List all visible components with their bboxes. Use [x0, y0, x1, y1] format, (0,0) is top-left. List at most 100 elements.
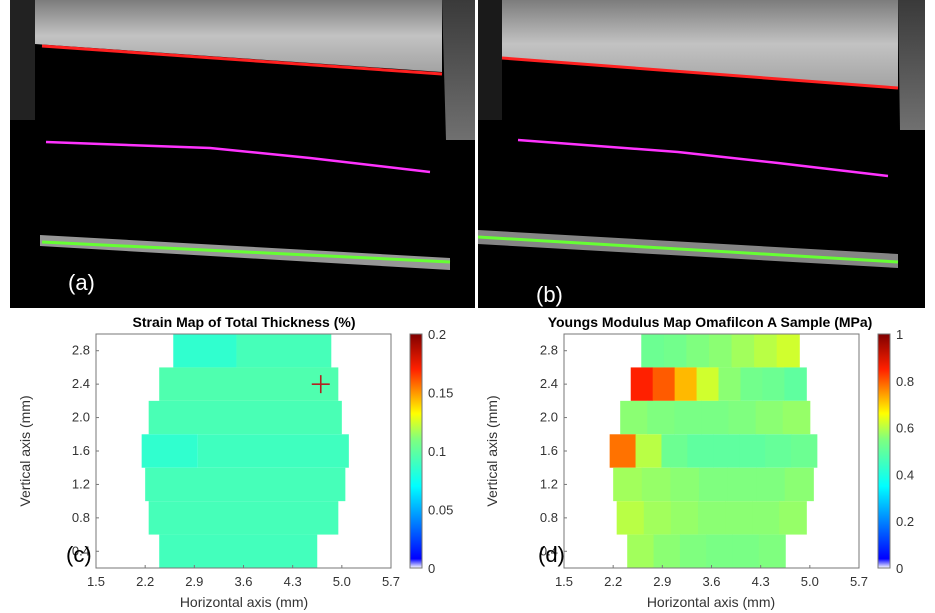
heatmap-cell-1-6-1: [653, 534, 681, 568]
heatmap-cell-1-5-4: [725, 501, 753, 535]
heatmap-cell-1-6-3: [706, 534, 734, 568]
colorbar-tick-label-0-0: 0: [428, 561, 435, 576]
strain-map-colorbar-ticks: 0 0.05 0.1 0.15 0.2: [428, 327, 453, 576]
oct-image-b: (b): [478, 0, 925, 308]
youngs-modulus-colorbar-ticks: 0 0.2 0.4 0.6 0.8 1: [896, 327, 914, 576]
heatmap-cell-1-6-2: [679, 534, 707, 568]
heatmap-cell-1-6-0: [627, 534, 655, 568]
heatmap-cell-1-2-2: [674, 400, 702, 435]
heatmap-cell-1-0-2: [686, 334, 710, 368]
y-tick-label-1-3: 1.6: [540, 443, 558, 458]
heatmap-cell-1-4-5: [756, 467, 786, 502]
heatmap-cell-1-3-5: [739, 434, 766, 468]
heatmap-cell-1-4-4: [727, 467, 757, 502]
heatmap-cell-0-5-0: [148, 501, 339, 535]
strain-map-cells: [141, 334, 349, 568]
heatmap-cell-1-1-4: [718, 367, 741, 401]
heatmap-cell-1-2-5: [755, 400, 784, 435]
oct-image-a-graphic: [10, 0, 475, 270]
x-tick-label-1-4: 4.3: [752, 574, 770, 589]
heatmap-cell-1-5-3: [697, 501, 726, 535]
youngs-modulus-cells: [609, 334, 818, 568]
heatmap-cell-0-0-0: [173, 334, 237, 368]
heatmap-cell-1-0-1: [663, 334, 687, 368]
x-tick-label-0-1: 2.2: [136, 574, 154, 589]
colorbar-tick-label-0-3: 0.15: [428, 386, 453, 401]
heatmap-cell-1-5-6: [779, 501, 807, 535]
colorbar-tick-label-1-5: 1: [896, 327, 903, 342]
heatmap-cell-1-2-6: [782, 400, 811, 435]
heatmap-cell-1-1-2: [674, 367, 698, 401]
youngs-modulus-chart: Youngs Modulus Map Omafilcon A Sample (M…: [484, 314, 914, 610]
youngs-modulus-title: Youngs Modulus Map Omafilcon A Sample (M…: [548, 314, 873, 330]
heatmap-cell-1-0-0: [641, 334, 665, 368]
youngs-modulus-ylabel: Vertical axis (mm): [484, 395, 500, 506]
heatmap-cell-1-0-4: [731, 334, 755, 368]
heatmap-cell-1-6-4: [732, 534, 760, 568]
y-tick-label-0-2: 1.2: [72, 476, 90, 491]
heatmap-cell-0-3-0: [141, 434, 198, 468]
heatmap-cell-1-3-2: [661, 434, 688, 468]
x-tick-label-1-2: 2.9: [653, 574, 671, 589]
y-tick-label-1-4: 2.0: [540, 410, 558, 425]
colorbar-tick-label-0-2: 0.1: [428, 444, 446, 459]
heatmap-cell-1-1-6: [762, 367, 785, 401]
strain-map-y-ticks: 0.4 0.8 1.2 1.6 2.0 2.4 2.8: [72, 343, 99, 558]
panel-label-d: (d): [538, 542, 565, 567]
heatmap-cell-1-4-6: [784, 467, 814, 502]
heatmap-cell-1-5-1: [643, 501, 672, 535]
x-tick-label-1-6: 5.7: [850, 574, 868, 589]
heatmap-cell-1-4-3: [698, 467, 729, 502]
youngs-modulus-x-ticks: 1.5 2.2 2.9 3.6 4.3 5.0 5.7: [555, 565, 868, 589]
colorbar-tick-label-1-1: 0.2: [896, 514, 914, 529]
heatmap-cell-1-2-3: [701, 400, 730, 435]
colorbar-tick-label-0-1: 0.05: [428, 503, 453, 518]
heatmap-cell-1-2-1: [647, 400, 675, 435]
colorbar-tick-label-1-2: 0.4: [896, 467, 914, 482]
y-tick-label-0-4: 2.0: [72, 410, 90, 425]
youngs-modulus-xlabel: Horizontal axis (mm): [647, 594, 775, 610]
panel-label-c: (c): [66, 542, 92, 567]
youngs-modulus-y-ticks: 0.4 0.8 1.2 1.6 2.0 2.4 2.8: [540, 343, 567, 558]
strain-map-title: Strain Map of Total Thickness (%): [133, 314, 356, 330]
colorbar-tick-label-0-4: 0.2: [428, 327, 446, 342]
x-tick-label-0-4: 4.3: [284, 574, 302, 589]
x-tick-label-1-0: 1.5: [555, 574, 573, 589]
heatmap-cell-1-0-5: [754, 334, 778, 368]
panel-label-b: (b): [536, 282, 563, 307]
y-tick-label-0-3: 1.6: [72, 443, 90, 458]
strain-map-x-ticks: 1.5 2.2 2.9 3.6 4.3 5.0 5.7: [87, 565, 400, 589]
heatmap-cell-0-2-0: [148, 400, 342, 435]
x-tick-label-0-2: 2.9: [185, 574, 203, 589]
heatmap-cell-1-2-0: [620, 400, 648, 435]
y-tick-label-1-1: 0.8: [540, 510, 558, 525]
strain-map-colorbar: [409, 333, 423, 569]
heatmap-cell-1-3-7: [790, 434, 818, 468]
heatmap-cell-0-3-1: [197, 434, 349, 468]
y-tick-label-0-6: 2.8: [72, 343, 90, 358]
heatmap-cell-1-2-4: [728, 400, 757, 435]
x-tick-label-1-5: 5.0: [801, 574, 819, 589]
heatmap-cell-1-4-0: [613, 467, 643, 502]
oct-image-b-graphic: [478, 0, 925, 268]
heatmap-cell-1-3-4: [713, 434, 740, 468]
heatmap-cell-1-5-0: [616, 501, 645, 535]
heatmap-cell-0-4-0: [145, 467, 346, 502]
oct-image-a: (a): [10, 0, 475, 308]
heatmap-cell-1-6-5: [758, 534, 786, 568]
x-tick-label-1-3: 3.6: [702, 574, 720, 589]
heatmap-cell-1-5-5: [752, 501, 780, 535]
heatmap-cell-1-3-6: [765, 434, 792, 468]
y-tick-label-0-0: 0.4: [72, 543, 90, 558]
heatmap-cell-1-1-3: [696, 367, 720, 401]
x-tick-label-0-6: 5.7: [382, 574, 400, 589]
heatmap-cell-1-1-7: [784, 367, 807, 401]
x-tick-label-1-1: 2.2: [604, 574, 622, 589]
heatmap-cell-0-0-1: [236, 334, 332, 368]
heatmap-cell-1-0-3: [708, 334, 733, 368]
heatmap-cell-1-4-2: [670, 467, 700, 502]
y-tick-label-1-5: 2.4: [540, 376, 558, 391]
colorbar-tick-label-1-3: 0.6: [896, 421, 914, 436]
panel-label-a: (a): [68, 270, 95, 295]
